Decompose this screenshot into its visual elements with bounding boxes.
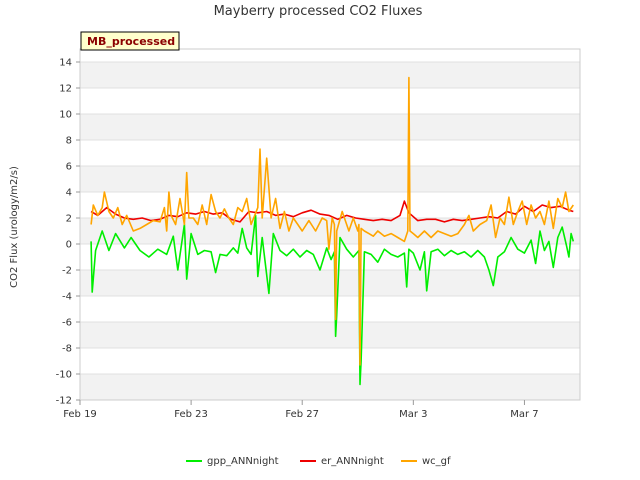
x-tick-label: Mar 7: [510, 409, 538, 420]
series-line-wc_gf: [90, 76, 574, 366]
legend[interactable]: gpp_ANNnight er_ANNnight wc_gf: [186, 456, 451, 467]
y-tick-label: -8: [62, 344, 72, 355]
legend-label: er_ANNnight: [321, 456, 384, 467]
x-tick-label: Feb 23: [174, 409, 208, 420]
grid-band: [80, 166, 580, 192]
grid-band: [80, 49, 580, 62]
y-tick-label: 12: [59, 84, 72, 95]
series-line-gpp_ANNnight: [90, 214, 575, 386]
y-tick-label: 2: [66, 214, 72, 225]
legend-item-gpp_ANNnight[interactable]: gpp_ANNnight: [186, 456, 279, 467]
legend-label: wc_gf: [422, 456, 451, 467]
grid-band: [80, 322, 580, 348]
y-tick-label: -12: [56, 396, 72, 407]
badge: MB_processed: [80, 31, 180, 51]
grid-band: [80, 374, 580, 400]
legend-item-er_ANNnight[interactable]: er_ANNnight: [300, 456, 384, 467]
badge-label: MB_processed: [87, 35, 175, 48]
y-tick-label: -4: [62, 292, 72, 303]
plot-frame: [79, 48, 581, 401]
plot-bands: [80, 49, 580, 400]
y-tick-label: -2: [62, 266, 72, 277]
y-tick-label: 14: [59, 58, 72, 69]
grid-band: [80, 270, 580, 296]
y-tick-label: 10: [59, 110, 72, 121]
x-tick-label: Feb 19: [63, 409, 97, 420]
y-tick-label: 4: [66, 188, 72, 199]
chart-title: Mayberry processed CO2 Fluxes: [214, 4, 423, 19]
x-axis-ticks: Feb 19 Feb 23 Feb 27 Mar 3 Mar 7: [63, 400, 539, 420]
y-tick-label: -6: [62, 318, 72, 329]
x-tick-label: Mar 3: [399, 409, 427, 420]
y-tick-label: 8: [66, 136, 72, 147]
y-tick-label: -10: [56, 370, 72, 381]
badge-box: [80, 31, 180, 51]
grid-band: [80, 114, 580, 140]
y-axis-ticks: -12 -10 -8 -6 -4 -2 0 2 4 6 8 10 12 14: [56, 58, 80, 407]
y-tick-label: 6: [66, 162, 72, 173]
y-tick-label: 0: [66, 240, 72, 251]
x-tick-label: Feb 27: [285, 409, 319, 420]
series-layer: [90, 76, 575, 386]
y-axis-label: CO2 Flux (urology/m2/s): [9, 166, 20, 288]
grid-band: [80, 62, 580, 88]
legend-item-wc_gf[interactable]: wc_gf: [401, 456, 451, 467]
legend-label: gpp_ANNnight: [207, 456, 279, 467]
